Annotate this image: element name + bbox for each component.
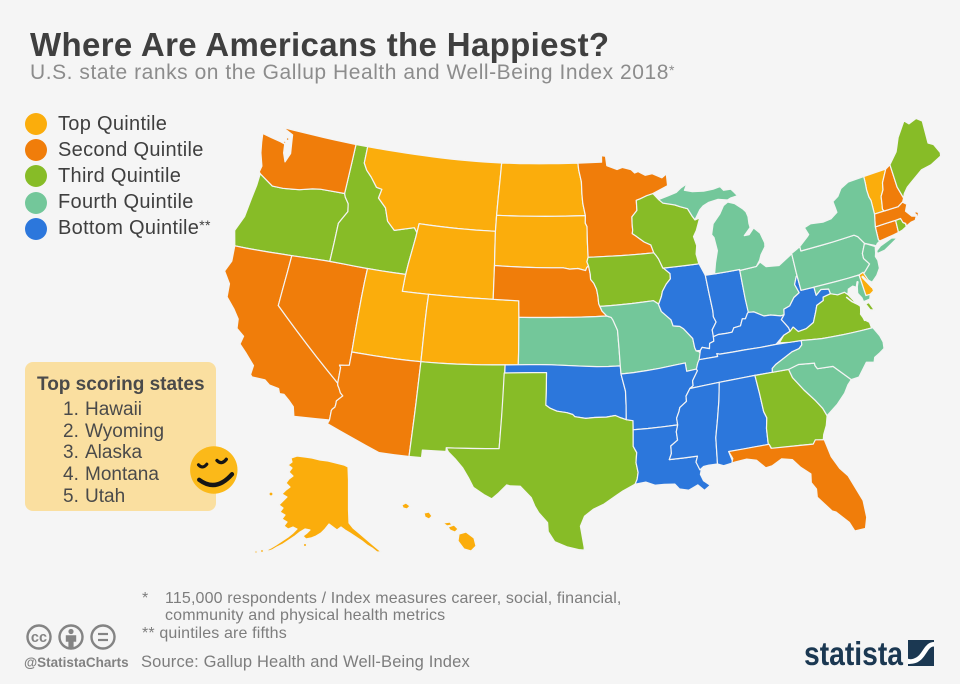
svg-text:statista: statista: [804, 635, 904, 672]
svg-text:cc: cc: [31, 630, 47, 646]
